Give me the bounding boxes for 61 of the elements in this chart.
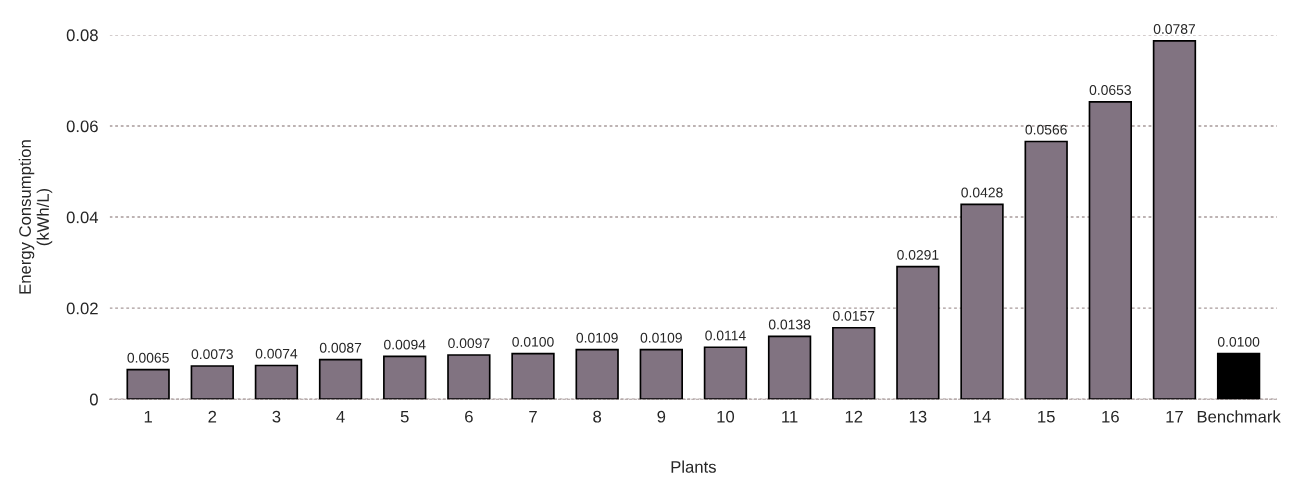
x-tick-label: 12: [845, 410, 863, 423]
data-label: 0.0109: [576, 332, 618, 343]
y-tick-label: 0: [89, 393, 98, 406]
data-label: 0.0291: [897, 249, 939, 260]
bar: [126, 368, 170, 400]
data-label: 0.0566: [1025, 124, 1067, 135]
data-label: 0.0065: [127, 352, 169, 363]
x-tick-label: 8: [593, 410, 602, 423]
bar: [190, 365, 234, 400]
data-label: 0.0109: [640, 332, 682, 343]
x-tick-label: 17: [1166, 410, 1183, 423]
bar: [703, 346, 748, 400]
y-tick-label: 0.08: [66, 29, 98, 42]
bar: [767, 335, 812, 400]
y-axis-title: Energy Consumption (kWh/L): [18, 140, 53, 294]
data-label: 0.0074: [255, 348, 298, 359]
data-label: 0.0114: [705, 330, 746, 341]
x-axis-title: Plants: [671, 460, 716, 473]
bar: [960, 203, 1004, 400]
data-label: 0.0094: [384, 339, 426, 350]
data-label: 0.0157: [833, 310, 875, 321]
x-tick-label: 11: [782, 410, 798, 423]
bar: [383, 355, 427, 400]
y-tick-label: 0.06: [66, 120, 98, 133]
x-tick-label: 5: [400, 410, 409, 423]
x-tick-label: 3: [272, 410, 281, 423]
x-tick-label: 4: [336, 410, 345, 423]
bar: [254, 364, 299, 400]
y-tick-label: 0.04: [66, 211, 99, 224]
data-label: 0.0073: [191, 349, 233, 360]
bar: [1088, 101, 1133, 400]
x-tick-label: 1: [144, 410, 152, 423]
data-label: 0.0100: [1217, 336, 1260, 347]
data-label: 0.0653: [1089, 85, 1131, 95]
data-label: 0.0787: [1153, 24, 1196, 34]
bar: [639, 348, 683, 400]
bar: [1024, 140, 1068, 400]
y-tick-label: 0.02: [66, 302, 98, 315]
bar: [447, 354, 491, 400]
data-label: 0.0097: [448, 338, 490, 349]
x-tick-label: Benchmark: [1197, 410, 1281, 423]
x-tick-label: 7: [529, 410, 537, 423]
bar: [575, 348, 619, 400]
x-tick-label: 2: [208, 410, 217, 423]
data-label: 0.0428: [961, 187, 1003, 198]
x-tick-label: 14: [974, 410, 991, 423]
bar: [896, 265, 940, 400]
bar: [1216, 352, 1261, 400]
x-tick-label: 9: [657, 410, 666, 423]
bar: [1152, 40, 1197, 400]
bar: [318, 358, 363, 400]
bar: [832, 326, 876, 400]
x-tick-label: 10: [717, 410, 735, 423]
data-label: 0.0100: [512, 336, 554, 347]
data-label: 0.0087: [319, 342, 362, 353]
x-tick-label: 16: [1102, 410, 1119, 423]
data-label: 0.0138: [768, 319, 811, 330]
bar: [511, 352, 555, 400]
x-tick-label: 15: [1038, 410, 1055, 423]
x-tick-label: 6: [465, 410, 473, 423]
x-tick-label: 13: [909, 410, 927, 423]
